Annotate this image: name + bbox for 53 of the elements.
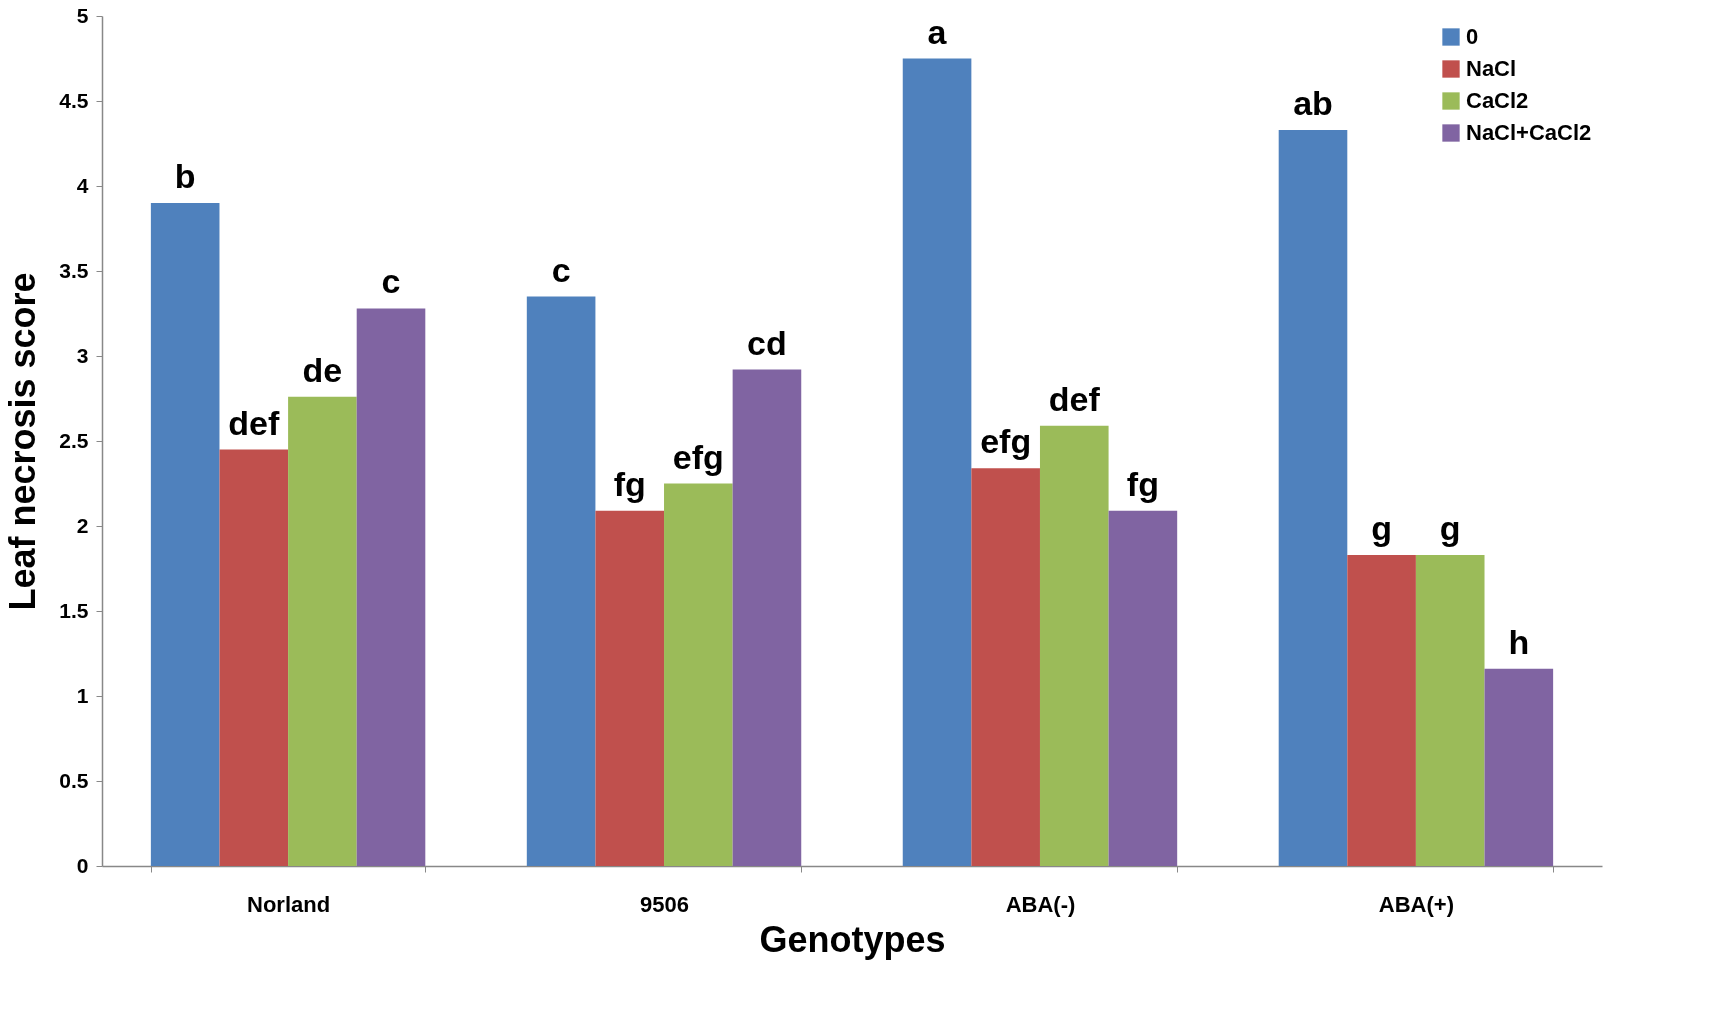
bar	[1039, 425, 1109, 866]
y-tick-label: 0.5	[59, 768, 89, 792]
y-tick-label: 2.5	[59, 428, 89, 452]
data-label: g	[1439, 508, 1461, 547]
x-tick-label: Norland	[247, 891, 331, 917]
x-tick-label: ABA(-)	[1005, 891, 1076, 917]
bar	[1347, 554, 1416, 866]
data-label: def	[1048, 379, 1101, 418]
y-tick-label: 3.5	[59, 258, 89, 282]
bar	[1278, 129, 1348, 866]
y-tick-label: 5	[76, 3, 89, 27]
data-label: de	[302, 350, 343, 389]
legend-label: CaCl2	[1466, 88, 1529, 113]
bar	[971, 468, 1040, 866]
data-label: def	[228, 403, 280, 442]
x-tick-label: ABA(+)	[1378, 891, 1454, 917]
y-tick-label: 2	[76, 513, 89, 537]
bar	[150, 203, 220, 866]
y-tick-label: 4	[76, 173, 89, 197]
data-label: efg	[980, 422, 1032, 461]
bar	[1484, 668, 1554, 866]
legend-label: NaCl	[1466, 56, 1517, 81]
y-tick-label: 0	[76, 853, 89, 877]
bar	[595, 510, 665, 866]
data-label: g	[1371, 508, 1392, 547]
data-label: cd	[747, 323, 787, 362]
bar	[1415, 554, 1485, 866]
bar	[288, 396, 357, 866]
bar	[902, 58, 972, 866]
bar	[1108, 510, 1178, 866]
y-tick-label: 1	[76, 683, 89, 707]
data-label: h	[1508, 622, 1530, 661]
data-label: a	[927, 12, 948, 51]
bar	[219, 449, 289, 866]
data-label: fg	[613, 464, 646, 503]
bar	[526, 296, 596, 866]
bar	[732, 369, 802, 866]
x-tick-label: 9506	[640, 891, 690, 917]
data-label: c	[551, 250, 571, 289]
legend-label: NaCl+CaCl2	[1466, 120, 1592, 145]
y-axis-title: Leaf necrosis score	[2, 272, 44, 611]
y-tick-label: 1.5	[59, 598, 89, 622]
data-label: fg	[1126, 464, 1159, 503]
x-axis-title: Genotypes	[759, 918, 946, 960]
y-tick-label: 3	[76, 343, 89, 367]
data-label: ab	[1293, 83, 1333, 122]
data-label: c	[381, 262, 401, 301]
bar	[356, 308, 426, 866]
data-label: efg	[672, 437, 724, 476]
data-label: b	[174, 157, 196, 195]
bar	[664, 483, 733, 866]
y-tick-label: 4.5	[59, 88, 89, 112]
legend-label: 0	[1466, 24, 1479, 49]
